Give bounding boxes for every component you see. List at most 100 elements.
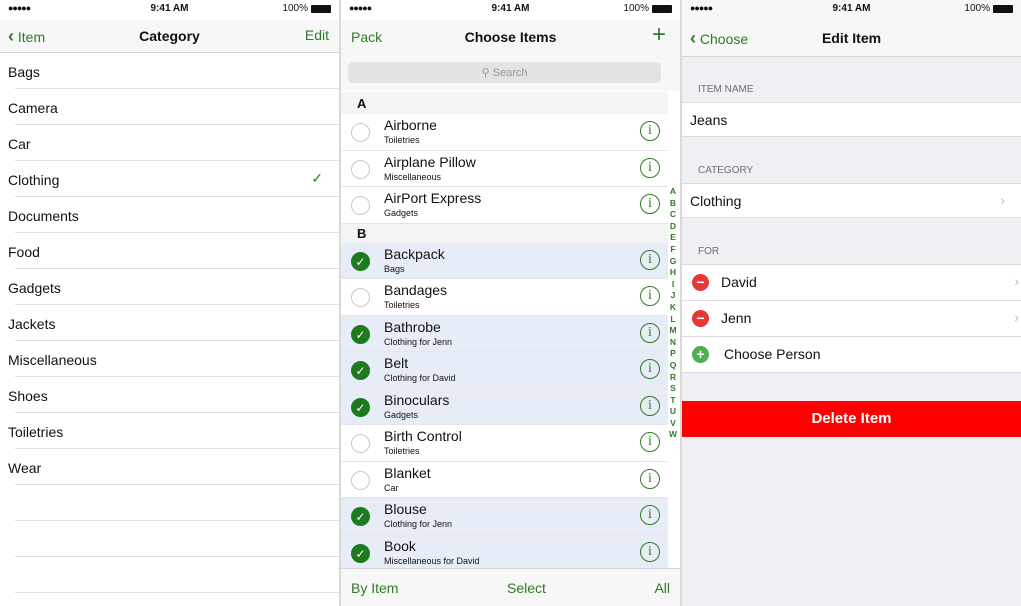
index-letter[interactable]: R	[669, 371, 677, 382]
status-bar: ●●●●● 9:41 AM 100%	[341, 0, 680, 20]
divider	[15, 376, 339, 377]
signal-icon: ●●●●●	[349, 3, 372, 13]
add-icon[interactable]: +	[651, 21, 666, 48]
index-letter[interactable]: C	[669, 209, 677, 220]
category-row[interactable]: Gadgets	[0, 269, 339, 305]
checked-circle-icon[interactable]: ✓	[351, 251, 370, 271]
index-letter[interactable]: L	[670, 313, 676, 324]
unchecked-circle-icon[interactable]	[351, 288, 370, 307]
index-letter[interactable]: F	[670, 243, 676, 254]
checked-circle-icon[interactable]: ✓	[351, 397, 370, 417]
back-button[interactable]: ‹ Item	[8, 26, 45, 47]
status-bar: ●●●●● 9:41 AM 100%	[682, 0, 1021, 20]
edit-button[interactable]: Edit	[304, 27, 329, 43]
item-row[interactable]: ✓ Blouse Clothing for Jenn i	[341, 498, 668, 535]
remove-icon[interactable]: −	[692, 310, 709, 327]
section-header: A	[341, 92, 668, 114]
index-letter[interactable]: V	[670, 417, 676, 428]
category-row[interactable]: Shoes	[0, 377, 339, 413]
index-letter[interactable]: A	[669, 186, 677, 196]
index-letter[interactable]: E	[670, 232, 676, 243]
item-row[interactable]: ✓ Backpack Bags i	[341, 242, 668, 279]
item-row[interactable]: Bandages Toiletries i	[341, 279, 668, 316]
checked-circle-icon[interactable]: ✓	[351, 543, 370, 563]
info-icon[interactable]: i	[640, 468, 660, 489]
item-row[interactable]: Airplane Pillow Miscellaneous i	[341, 151, 668, 187]
select-button[interactable]: Select	[507, 580, 546, 596]
info-icon[interactable]: i	[640, 541, 660, 562]
category-row[interactable]: Toiletries	[0, 413, 339, 449]
info-icon[interactable]: i	[640, 157, 660, 178]
item-name: Bathrobe	[384, 318, 441, 335]
item-row[interactable]: AirPort Express Gadgets i	[341, 187, 668, 224]
divider	[15, 412, 339, 413]
index-letter[interactable]: G	[669, 255, 677, 266]
back-label: Choose	[699, 31, 749, 47]
item-row[interactable]: ✓ Book Miscellaneous for David i	[341, 534, 668, 571]
index-letter[interactable]: I	[671, 278, 675, 289]
category-cell[interactable]: Clothing ›	[682, 183, 1021, 218]
info-icon[interactable]: i	[640, 194, 660, 214]
category-row[interactable]: Food	[0, 233, 339, 269]
checked-circle-icon[interactable]: ✓	[351, 361, 370, 380]
checked-circle-icon[interactable]: ✓	[351, 324, 370, 344]
info-icon[interactable]: i	[640, 249, 660, 270]
index-letter[interactable]: P	[670, 348, 676, 359]
unchecked-circle-icon[interactable]	[351, 159, 370, 179]
info-icon[interactable]: i	[640, 395, 660, 416]
search-input[interactable]: ⚲ Search	[348, 62, 661, 83]
unchecked-circle-icon[interactable]	[351, 470, 370, 490]
by-item-button[interactable]: By Item	[351, 580, 399, 596]
category-label: Wear	[8, 460, 42, 476]
index-letter[interactable]: T	[670, 394, 676, 405]
remove-icon[interactable]: −	[692, 274, 709, 291]
for-label: FOR	[698, 246, 720, 257]
category-row[interactable]: Jackets	[0, 305, 339, 341]
index-letter[interactable]: H	[669, 267, 677, 278]
index-letter[interactable]: Q	[669, 359, 677, 370]
info-icon[interactable]: i	[640, 359, 660, 379]
choose-person-row[interactable]: + Choose Person	[682, 336, 1021, 373]
index-letter[interactable]: W	[668, 429, 678, 440]
add-icon[interactable]: +	[692, 346, 709, 363]
info-icon[interactable]: i	[640, 322, 660, 343]
person-row-jenn[interactable]: − Jenn ›	[682, 300, 1021, 337]
checked-circle-icon[interactable]: ✓	[351, 507, 370, 526]
item-row[interactable]: ✓ Bathrobe Clothing for Jenn i	[341, 315, 668, 352]
category-screen: ●●●●● 9:41 AM 100% ‹ Item Category Edit …	[0, 0, 339, 606]
info-icon[interactable]: i	[640, 505, 660, 525]
index-letter[interactable]: M	[669, 325, 677, 336]
category-row[interactable]: Miscellaneous	[0, 341, 339, 377]
index-letter[interactable]: N	[669, 336, 677, 347]
index-letter[interactable]: B	[669, 197, 677, 208]
index-letter[interactable]: S	[670, 383, 676, 394]
back-button[interactable]: ‹ Choose	[690, 28, 748, 49]
item-row[interactable]: Blanket Car i	[341, 462, 668, 498]
unchecked-circle-icon[interactable]	[351, 123, 370, 142]
all-button[interactable]: All	[654, 580, 670, 596]
item-row[interactable]: ✓ Belt Clothing for David i	[341, 352, 668, 389]
index-letter[interactable]: K	[669, 301, 677, 312]
category-row[interactable]: Clothing ✓	[0, 161, 339, 197]
item-row[interactable]: ✓ Binoculars Gadgets i	[341, 388, 668, 425]
item-row[interactable]: Airborne Toiletries i	[341, 114, 668, 151]
delete-item-button[interactable]: Delete Item	[682, 401, 1021, 437]
category-row[interactable]: Documents	[0, 197, 339, 233]
category-row[interactable]: Bags	[0, 53, 339, 89]
info-icon[interactable]: i	[640, 432, 660, 452]
item-row[interactable]: Birth Control Toiletries i	[341, 425, 668, 462]
index-letter[interactable]: U	[669, 406, 677, 417]
info-icon[interactable]: i	[640, 286, 660, 306]
index-letter[interactable]: J	[670, 290, 676, 301]
category-row[interactable]: Car	[0, 125, 339, 161]
index-letter[interactable]: D	[669, 220, 677, 231]
category-row[interactable]: Camera	[0, 89, 339, 125]
item-name-field[interactable]: Jeans	[682, 102, 1021, 137]
person-row-david[interactable]: − David ›	[682, 264, 1021, 301]
pack-button[interactable]: Pack	[351, 29, 383, 45]
unchecked-circle-icon[interactable]	[351, 434, 370, 453]
unchecked-circle-icon[interactable]	[351, 196, 370, 215]
category-row[interactable]: Wear	[0, 449, 339, 485]
info-icon[interactable]: i	[640, 121, 660, 141]
